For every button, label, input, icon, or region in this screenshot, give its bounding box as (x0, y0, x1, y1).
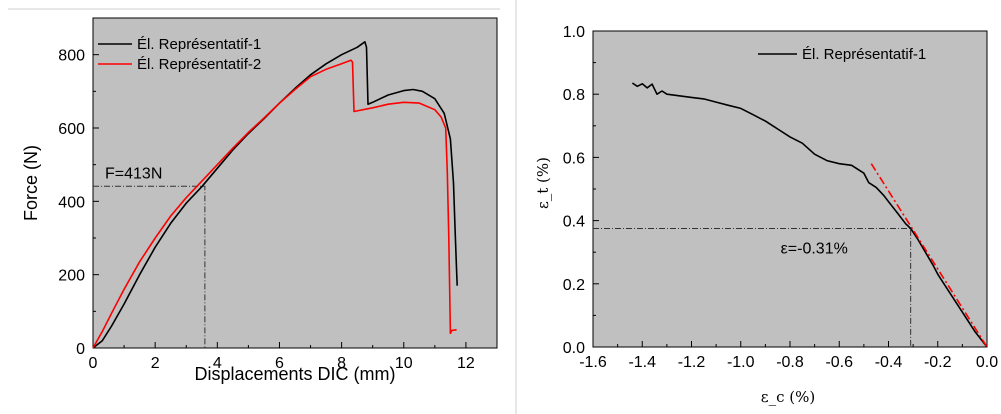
tick-marks-right (592, 30, 988, 348)
y-tick-label: 800 (58, 48, 85, 65)
series-line-1 (92, 40, 458, 349)
x-tick-label: 0.0 (976, 354, 998, 371)
x-tick-label: -0.6 (825, 354, 853, 371)
y-tick-label: 400 (58, 194, 85, 211)
y-tick-label: 0.8 (563, 87, 585, 104)
legend-left: Él. Représentatif-1 Él. Représentatif-2 (98, 36, 261, 73)
x-tick-label: 8 (337, 355, 346, 372)
x-tick-label: -1.6 (579, 354, 607, 371)
y-tick-label: 0.0 (563, 340, 585, 357)
x-tick-label: 4 (213, 355, 222, 372)
tick-labels-left: 0 2 4 6 8 10 12 0 200 400 600 800 (58, 48, 475, 372)
series-line-2 (870, 163, 988, 348)
y-tick-label: 1.0 (563, 24, 585, 41)
annotation-label: ε=-0.31% (781, 241, 848, 258)
x-tick-label: 10 (395, 355, 413, 372)
y-tick-label: 200 (58, 268, 85, 285)
y-tick-label: 0.6 (563, 150, 585, 167)
annotation-label: F=413N (105, 165, 162, 182)
legend-label-right-series-1: Él. Représentatif-1 (802, 46, 926, 63)
series-line-2 (92, 59, 457, 349)
tick-labels-right: -1.6 -1.4 -1.2 -1.0 -0.8 -0.6 -0.4 -0.2 0.0 0.0 0.… (563, 24, 998, 371)
x-axis-label-right: ε_c (%) (761, 388, 815, 406)
x-tick-label: -1.2 (678, 354, 706, 371)
annotation-layer-right: ε=-0.31% (593, 228, 912, 347)
y-axis-label-right: ε_t (%) (534, 157, 552, 209)
x-tick-label: 2 (151, 355, 160, 372)
x-tick-label: -1.0 (727, 354, 755, 371)
x-tick-label: 6 (275, 355, 284, 372)
x-tick-label: 12 (457, 355, 475, 372)
plot-area-right (592, 30, 988, 348)
y-tick-label: 0.4 (563, 214, 585, 231)
legend-right: Él. Représentatif-1 (758, 46, 926, 63)
x-tick-label: -0.4 (875, 354, 903, 371)
series-layer-right (631, 82, 988, 348)
strain-chart: -1.6 -1.4 -1.2 -1.0 -0.8 -0.6 -0.4 -0.2 0.0 0.0 0.… (534, 24, 998, 406)
annotation-layer-left: F=413N (93, 165, 206, 348)
annotation-guide-line (593, 228, 912, 347)
y-tick-label: 0.2 (563, 277, 585, 294)
y-tick-label: 600 (58, 121, 85, 138)
annotation-guide-line (93, 185, 206, 348)
x-tick-label: -1.4 (628, 354, 656, 371)
x-tick-label: -0.8 (776, 354, 804, 371)
legend-label-series-2: Él. Représentatif-2 (137, 56, 261, 73)
x-tick-label: 0 (89, 355, 98, 372)
x-axis-label-left: Displacements DIC (mm) (194, 364, 395, 384)
y-axis-label-left: Force (N) (21, 145, 41, 221)
series-line-1 (631, 82, 988, 348)
y-tick-label: 0 (76, 341, 85, 358)
force-displacement-chart: 0 2 4 6 8 10 12 0 200 400 600 800 F=413N Displaceme… (21, 17, 498, 384)
tick-marks-left (92, 54, 467, 349)
plot-area-left (92, 17, 498, 349)
x-tick-label: -0.2 (924, 354, 952, 371)
series-layer-left (92, 40, 458, 349)
legend-label-series-1: Él. Représentatif-1 (137, 36, 261, 53)
